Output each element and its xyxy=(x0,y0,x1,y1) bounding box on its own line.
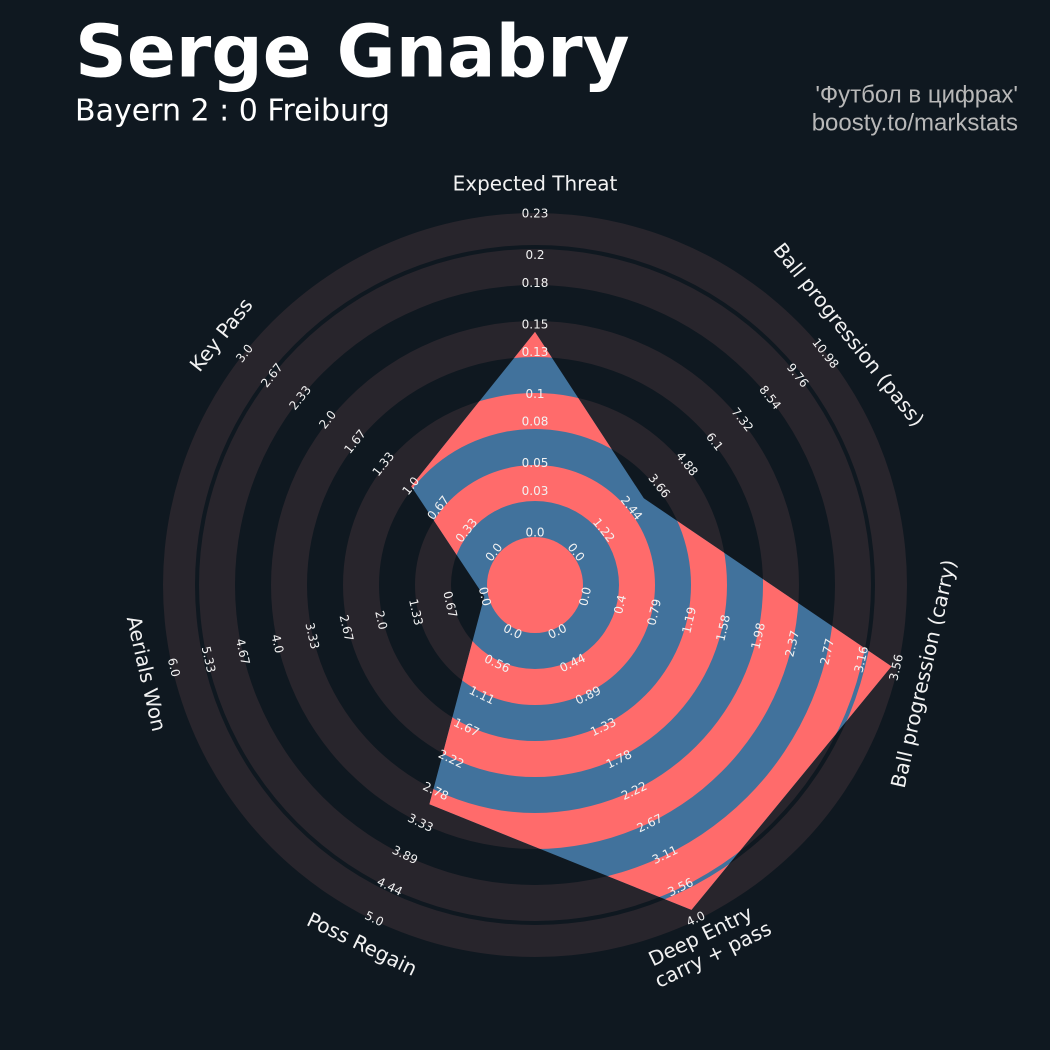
credit: boosty.to/markstats xyxy=(812,109,1018,136)
center-circle xyxy=(487,537,583,633)
param-label: Expected Threat xyxy=(453,172,618,196)
tick-label: 0.1 xyxy=(525,387,544,401)
tick-label: 3.16 xyxy=(851,645,871,674)
tick-label: 0.0 xyxy=(576,586,594,608)
tick-label: 2.67 xyxy=(337,613,357,642)
tick-label: 3.56 xyxy=(886,653,906,682)
tick-label: 4.0 xyxy=(269,633,287,655)
radar-rings xyxy=(411,331,892,910)
tick-label: 0.0 xyxy=(525,526,544,540)
radar-area xyxy=(411,331,892,910)
tick-label: 0.4 xyxy=(611,594,629,616)
tick-label: 0.2 xyxy=(525,248,544,262)
chart-title: Serge Gnabry xyxy=(75,10,630,94)
tick-label: 3.33 xyxy=(302,621,322,650)
tick-label: 2.77 xyxy=(817,637,837,666)
tick-label: 0.67 xyxy=(440,590,460,619)
chart-subtitle: Bayern 2 : 0 Freiburg xyxy=(75,94,390,129)
tick-label: 1.33 xyxy=(406,598,426,627)
tick-label: 2.37 xyxy=(782,629,802,658)
tick-label: 0.79 xyxy=(644,598,664,627)
tick-label: 1.19 xyxy=(679,606,699,635)
tick-label: 0.15 xyxy=(522,317,549,331)
tick-label: 5.33 xyxy=(199,645,219,674)
tick-label: 2.0 xyxy=(372,609,390,631)
tick-label: 0.23 xyxy=(522,207,549,221)
credit: 'Футбол в цифрах' xyxy=(815,81,1018,108)
tick-label: 0.05 xyxy=(522,456,549,470)
tick-label: 0.13 xyxy=(522,345,549,359)
tick-label: 0.0 xyxy=(476,586,494,608)
tick-label: 0.18 xyxy=(522,276,549,290)
tick-label: 4.67 xyxy=(233,637,253,666)
tick-label: 1.98 xyxy=(748,621,768,650)
radar-ring xyxy=(415,465,655,705)
tick-label: 0.08 xyxy=(522,415,549,429)
tick-label: 0.03 xyxy=(522,484,549,498)
tick-label: 6.0 xyxy=(165,657,183,679)
tick-label: 1.58 xyxy=(713,613,733,642)
